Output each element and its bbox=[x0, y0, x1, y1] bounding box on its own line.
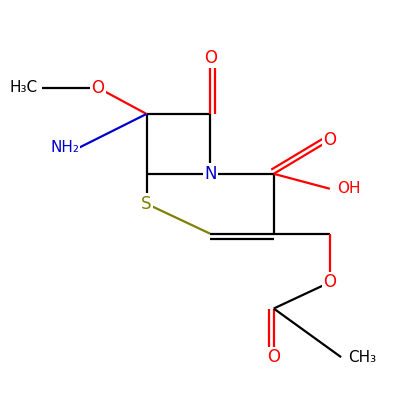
Text: O: O bbox=[204, 49, 217, 67]
Text: S: S bbox=[141, 195, 152, 213]
Text: O: O bbox=[267, 348, 280, 366]
Text: N: N bbox=[204, 165, 216, 183]
Text: CH₃: CH₃ bbox=[348, 350, 377, 365]
Text: O: O bbox=[323, 131, 336, 149]
Text: O: O bbox=[91, 79, 104, 97]
Text: OH: OH bbox=[337, 181, 361, 196]
Text: O: O bbox=[323, 273, 336, 291]
Text: NH₂: NH₂ bbox=[50, 140, 79, 155]
Text: H₃C: H₃C bbox=[10, 80, 38, 95]
